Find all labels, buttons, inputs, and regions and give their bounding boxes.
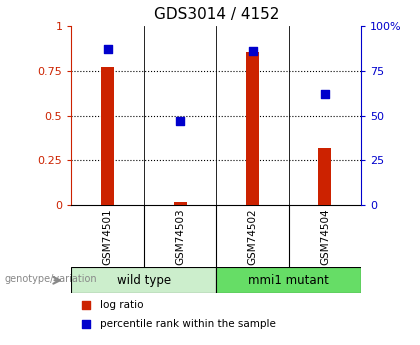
Point — [177, 118, 184, 124]
Title: GDS3014 / 4152: GDS3014 / 4152 — [154, 7, 279, 22]
Bar — [216, 267, 361, 293]
Bar — [246, 52, 259, 205]
Text: genotype/variation: genotype/variation — [4, 274, 97, 284]
Text: GSM74503: GSM74503 — [175, 208, 185, 265]
Text: GSM74502: GSM74502 — [247, 208, 257, 265]
Bar — [101, 67, 114, 205]
Bar — [173, 202, 186, 205]
Bar — [71, 267, 216, 293]
Bar — [318, 148, 331, 205]
Point — [322, 91, 328, 97]
Point — [104, 47, 111, 52]
Point — [82, 322, 89, 327]
Text: percentile rank within the sample: percentile rank within the sample — [100, 319, 276, 329]
Text: GSM74504: GSM74504 — [320, 208, 330, 265]
Point — [82, 303, 89, 308]
Text: mmi1 mutant: mmi1 mutant — [248, 274, 329, 287]
Text: log ratio: log ratio — [100, 300, 144, 310]
Point — [249, 48, 256, 54]
Text: wild type: wild type — [117, 274, 171, 287]
Text: GSM74501: GSM74501 — [102, 208, 113, 265]
